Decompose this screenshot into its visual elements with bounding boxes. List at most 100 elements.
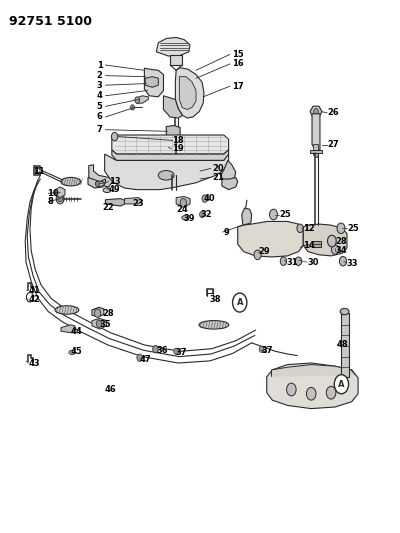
Text: 42: 42	[28, 295, 40, 304]
Circle shape	[137, 354, 142, 361]
Circle shape	[202, 195, 208, 203]
Ellipse shape	[340, 309, 349, 315]
Polygon shape	[221, 160, 236, 184]
Polygon shape	[112, 150, 229, 160]
Circle shape	[94, 309, 101, 317]
Polygon shape	[170, 55, 182, 65]
Polygon shape	[242, 208, 252, 225]
Circle shape	[130, 105, 134, 110]
Text: 39: 39	[183, 214, 195, 223]
Text: 10: 10	[47, 189, 59, 198]
Circle shape	[340, 256, 346, 266]
Polygon shape	[92, 318, 107, 329]
Text: 9: 9	[224, 228, 230, 237]
Polygon shape	[179, 77, 196, 110]
Text: 45: 45	[71, 347, 83, 356]
Text: 7: 7	[97, 125, 103, 134]
Text: 48: 48	[337, 341, 349, 350]
Text: 17: 17	[232, 82, 244, 91]
Polygon shape	[156, 37, 190, 56]
Circle shape	[232, 293, 247, 312]
Text: 40: 40	[204, 194, 216, 203]
Text: 33: 33	[347, 259, 358, 268]
Ellipse shape	[61, 177, 81, 186]
Polygon shape	[176, 197, 190, 207]
Text: 12: 12	[303, 224, 315, 233]
Text: 49: 49	[109, 185, 120, 194]
Polygon shape	[106, 199, 124, 206]
Text: 28: 28	[103, 309, 114, 318]
Text: 2: 2	[97, 71, 103, 80]
Text: 4: 4	[97, 91, 103, 100]
Text: 25: 25	[347, 224, 359, 233]
Polygon shape	[267, 363, 358, 409]
Text: 30: 30	[307, 258, 319, 266]
Text: 18: 18	[172, 136, 184, 145]
Text: 15: 15	[232, 50, 244, 59]
Ellipse shape	[199, 320, 229, 329]
Ellipse shape	[103, 188, 111, 192]
Polygon shape	[166, 125, 180, 138]
Circle shape	[112, 132, 118, 141]
Text: 6: 6	[97, 112, 103, 122]
Ellipse shape	[158, 171, 174, 180]
Circle shape	[332, 245, 339, 254]
Text: 13: 13	[109, 177, 120, 186]
Polygon shape	[303, 224, 347, 256]
Circle shape	[328, 235, 336, 247]
Circle shape	[297, 224, 303, 232]
Bar	[312, 241, 321, 247]
Circle shape	[314, 109, 318, 115]
Text: 36: 36	[156, 346, 168, 355]
Text: 20: 20	[212, 164, 224, 173]
Polygon shape	[55, 187, 65, 198]
Polygon shape	[175, 68, 204, 118]
Text: A: A	[338, 379, 345, 389]
Circle shape	[26, 293, 34, 302]
Polygon shape	[310, 150, 322, 152]
Polygon shape	[89, 165, 113, 187]
Text: 32: 32	[200, 210, 212, 219]
Text: 24: 24	[176, 205, 188, 214]
Circle shape	[326, 386, 336, 399]
Polygon shape	[312, 114, 320, 150]
Circle shape	[153, 345, 158, 353]
Circle shape	[334, 375, 348, 394]
Polygon shape	[314, 144, 318, 158]
Text: 43: 43	[28, 359, 40, 367]
Text: 16: 16	[232, 60, 244, 68]
Text: A: A	[236, 298, 243, 307]
Text: 23: 23	[132, 199, 144, 208]
Text: 38: 38	[210, 295, 222, 304]
Text: 5: 5	[97, 102, 103, 111]
Text: 41: 41	[28, 286, 40, 295]
Text: 29: 29	[259, 247, 270, 256]
Circle shape	[254, 250, 261, 260]
Text: 21: 21	[212, 173, 224, 182]
Polygon shape	[61, 325, 75, 333]
Polygon shape	[124, 198, 142, 204]
Bar	[341, 313, 348, 377]
Circle shape	[180, 199, 186, 207]
Text: 19: 19	[172, 144, 184, 154]
Text: 26: 26	[327, 108, 339, 117]
Text: 35: 35	[100, 320, 112, 329]
Text: 34: 34	[335, 246, 347, 255]
Ellipse shape	[182, 216, 188, 220]
Circle shape	[306, 387, 316, 400]
Text: 44: 44	[71, 327, 83, 336]
Text: 11: 11	[33, 166, 45, 175]
Polygon shape	[88, 177, 106, 188]
Circle shape	[96, 181, 100, 187]
Polygon shape	[145, 77, 158, 87]
Ellipse shape	[69, 350, 75, 354]
Polygon shape	[164, 96, 182, 118]
Polygon shape	[112, 135, 229, 154]
Text: 37: 37	[175, 348, 187, 357]
Circle shape	[337, 223, 345, 233]
Polygon shape	[144, 68, 164, 97]
Text: 25: 25	[280, 210, 291, 219]
Text: 14: 14	[303, 241, 315, 250]
Polygon shape	[222, 177, 238, 190]
Circle shape	[200, 212, 204, 217]
